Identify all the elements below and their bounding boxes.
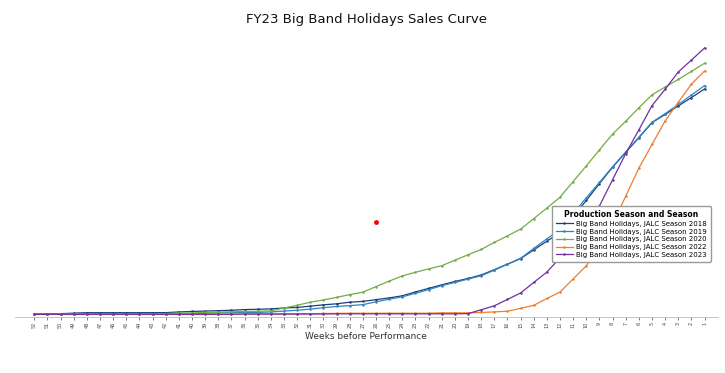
Big Band Holidays, JALC Season 2018 <box>30 312 38 316</box>
Title: FY23 Big Band Holidays Sales Curve: FY23 Big Band Holidays Sales Curve <box>246 13 486 26</box>
Big Band Holidays, JALC Season 2022 <box>30 312 38 317</box>
Big Band Holidays, JALC Season 2020 <box>30 312 38 317</box>
X-axis label: Weeks before Performance: Weeks before Performance <box>305 332 427 341</box>
Big Band Holidays, JALC Season 2020 <box>345 292 354 297</box>
Big Band Holidays, JALC Season 2018 <box>437 283 446 287</box>
Big Band Holidays, JALC Season 2018 <box>464 276 473 280</box>
Line: Big Band Holidays, JALC Season 2018: Big Band Holidays, JALC Season 2018 <box>33 88 706 315</box>
Big Band Holidays, JALC Season 2018 <box>267 307 276 311</box>
Big Band Holidays, JALC Season 2018 <box>345 300 354 304</box>
Big Band Holidays, JALC Season 2022 <box>437 311 446 315</box>
Big Band Holidays, JALC Season 2019 <box>437 283 446 288</box>
Line: Big Band Holidays, JALC Season 2020: Big Band Holidays, JALC Season 2020 <box>33 62 706 316</box>
Big Band Holidays, JALC Season 2019 <box>345 303 354 308</box>
Line: Big Band Holidays, JALC Season 2022: Big Band Holidays, JALC Season 2022 <box>33 70 706 316</box>
Big Band Holidays, JALC Season 2019 <box>647 120 656 125</box>
Line: Big Band Holidays, JALC Season 2023: Big Band Holidays, JALC Season 2023 <box>33 47 706 316</box>
Big Band Holidays, JALC Season 2020 <box>437 263 446 268</box>
Big Band Holidays, JALC Season 2023 <box>647 103 656 108</box>
Big Band Holidays, JALC Season 2023 <box>345 311 354 316</box>
Big Band Holidays, JALC Season 2020 <box>464 253 473 257</box>
Big Band Holidays, JALC Season 2023 <box>700 46 709 50</box>
Big Band Holidays, JALC Season 2022 <box>267 312 276 316</box>
Big Band Holidays, JALC Season 2020 <box>83 312 91 317</box>
Big Band Holidays, JALC Season 2018 <box>647 120 656 125</box>
Big Band Holidays, JALC Season 2018 <box>700 87 709 91</box>
Big Band Holidays, JALC Season 2019 <box>267 310 276 314</box>
Legend: Big Band Holidays, JALC Season 2018, Big Band Holidays, JALC Season 2019, Big Ba: Big Band Holidays, JALC Season 2018, Big… <box>552 206 710 262</box>
Big Band Holidays, JALC Season 2020 <box>647 93 656 97</box>
Big Band Holidays, JALC Season 2023 <box>267 312 276 316</box>
Big Band Holidays, JALC Season 2020 <box>700 61 709 65</box>
Big Band Holidays, JALC Season 2022 <box>647 142 656 147</box>
Big Band Holidays, JALC Season 2019 <box>30 312 38 316</box>
Big Band Holidays, JALC Season 2023 <box>464 311 473 316</box>
Big Band Holidays, JALC Season 2022 <box>83 312 91 317</box>
Big Band Holidays, JALC Season 2020 <box>267 308 276 313</box>
Big Band Holidays, JALC Season 2023 <box>83 312 91 317</box>
Big Band Holidays, JALC Season 2023 <box>437 311 446 316</box>
Big Band Holidays, JALC Season 2022 <box>700 69 709 73</box>
Big Band Holidays, JALC Season 2022 <box>345 311 354 316</box>
Big Band Holidays, JALC Season 2022 <box>464 311 473 315</box>
Big Band Holidays, JALC Season 2019 <box>83 311 91 316</box>
Big Band Holidays, JALC Season 2019 <box>700 83 709 88</box>
Big Band Holidays, JALC Season 2019 <box>464 277 473 281</box>
Big Band Holidays, JALC Season 2018 <box>83 310 91 315</box>
Line: Big Band Holidays, JALC Season 2019: Big Band Holidays, JALC Season 2019 <box>33 84 706 315</box>
Big Band Holidays, JALC Season 2023 <box>30 312 38 317</box>
